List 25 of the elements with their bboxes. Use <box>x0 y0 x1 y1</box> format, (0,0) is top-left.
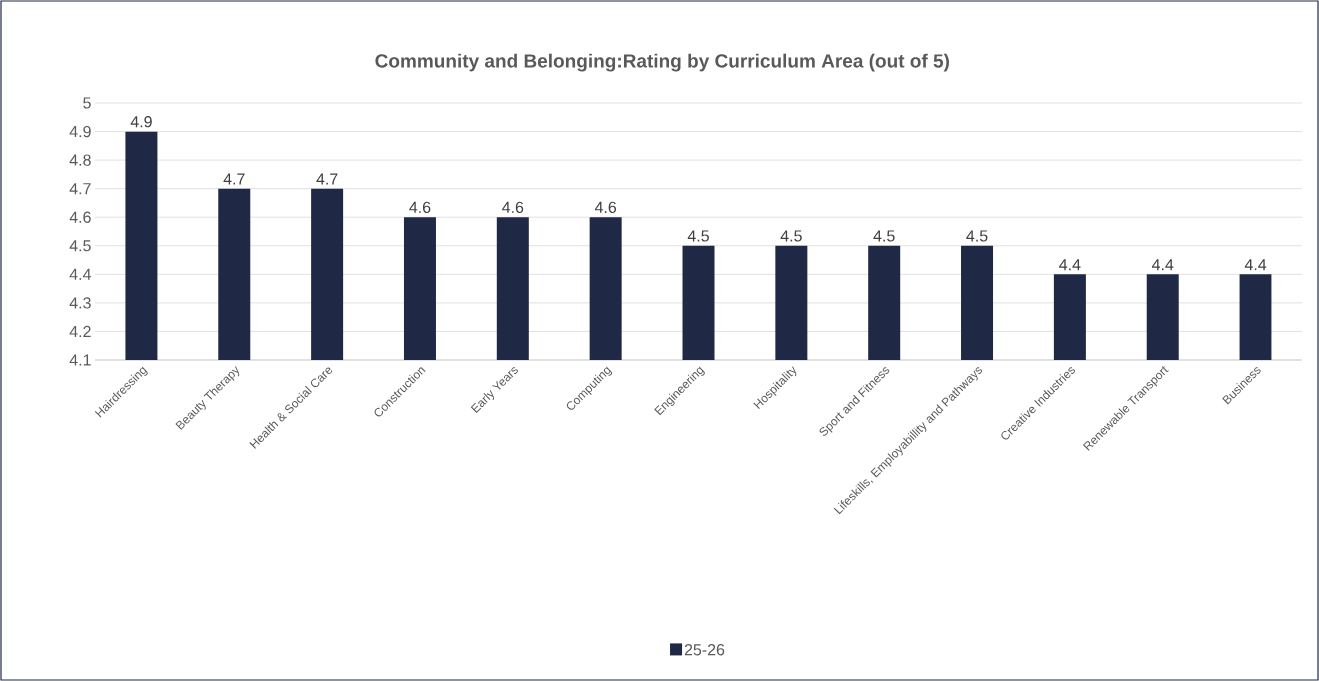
data-label: 4.4 <box>1244 259 1267 271</box>
y-tick-label: 5 <box>83 97 91 109</box>
data-label: 4.5 <box>780 230 802 242</box>
y-tick-label: 4.8 <box>69 154 91 166</box>
data-label: 4.5 <box>966 230 988 242</box>
y-tick-label: 4.3 <box>69 297 91 309</box>
y-tick-label: 4.9 <box>69 125 91 138</box>
chart-title: Community and Belonging:Rating by Curriculum Area (out of 5) <box>375 53 949 72</box>
legend-label: 25-26 <box>684 644 725 656</box>
y-tick-label: 4.2 <box>69 325 91 338</box>
data-label: 4.4 <box>1151 259 1174 271</box>
data-label: 4.6 <box>594 201 617 214</box>
y-tick-label: 4.4 <box>69 268 91 280</box>
y-tick-label: 4.5 <box>69 240 91 252</box>
data-label: 4.5 <box>687 230 709 242</box>
data-label: 4.6 <box>502 201 524 214</box>
y-tick-label: 4.1 <box>69 354 91 366</box>
data-label: 4.5 <box>873 230 895 242</box>
data-label: 4.6 <box>409 201 431 214</box>
data-label: 4.4 <box>1059 259 1081 271</box>
data-label: 4.9 <box>130 116 152 128</box>
data-label: 4.7 <box>223 173 245 185</box>
data-label: 4.7 <box>316 173 338 185</box>
y-tick-label: 4.6 <box>69 211 91 223</box>
y-tick-label: 4.7 <box>69 183 91 195</box>
